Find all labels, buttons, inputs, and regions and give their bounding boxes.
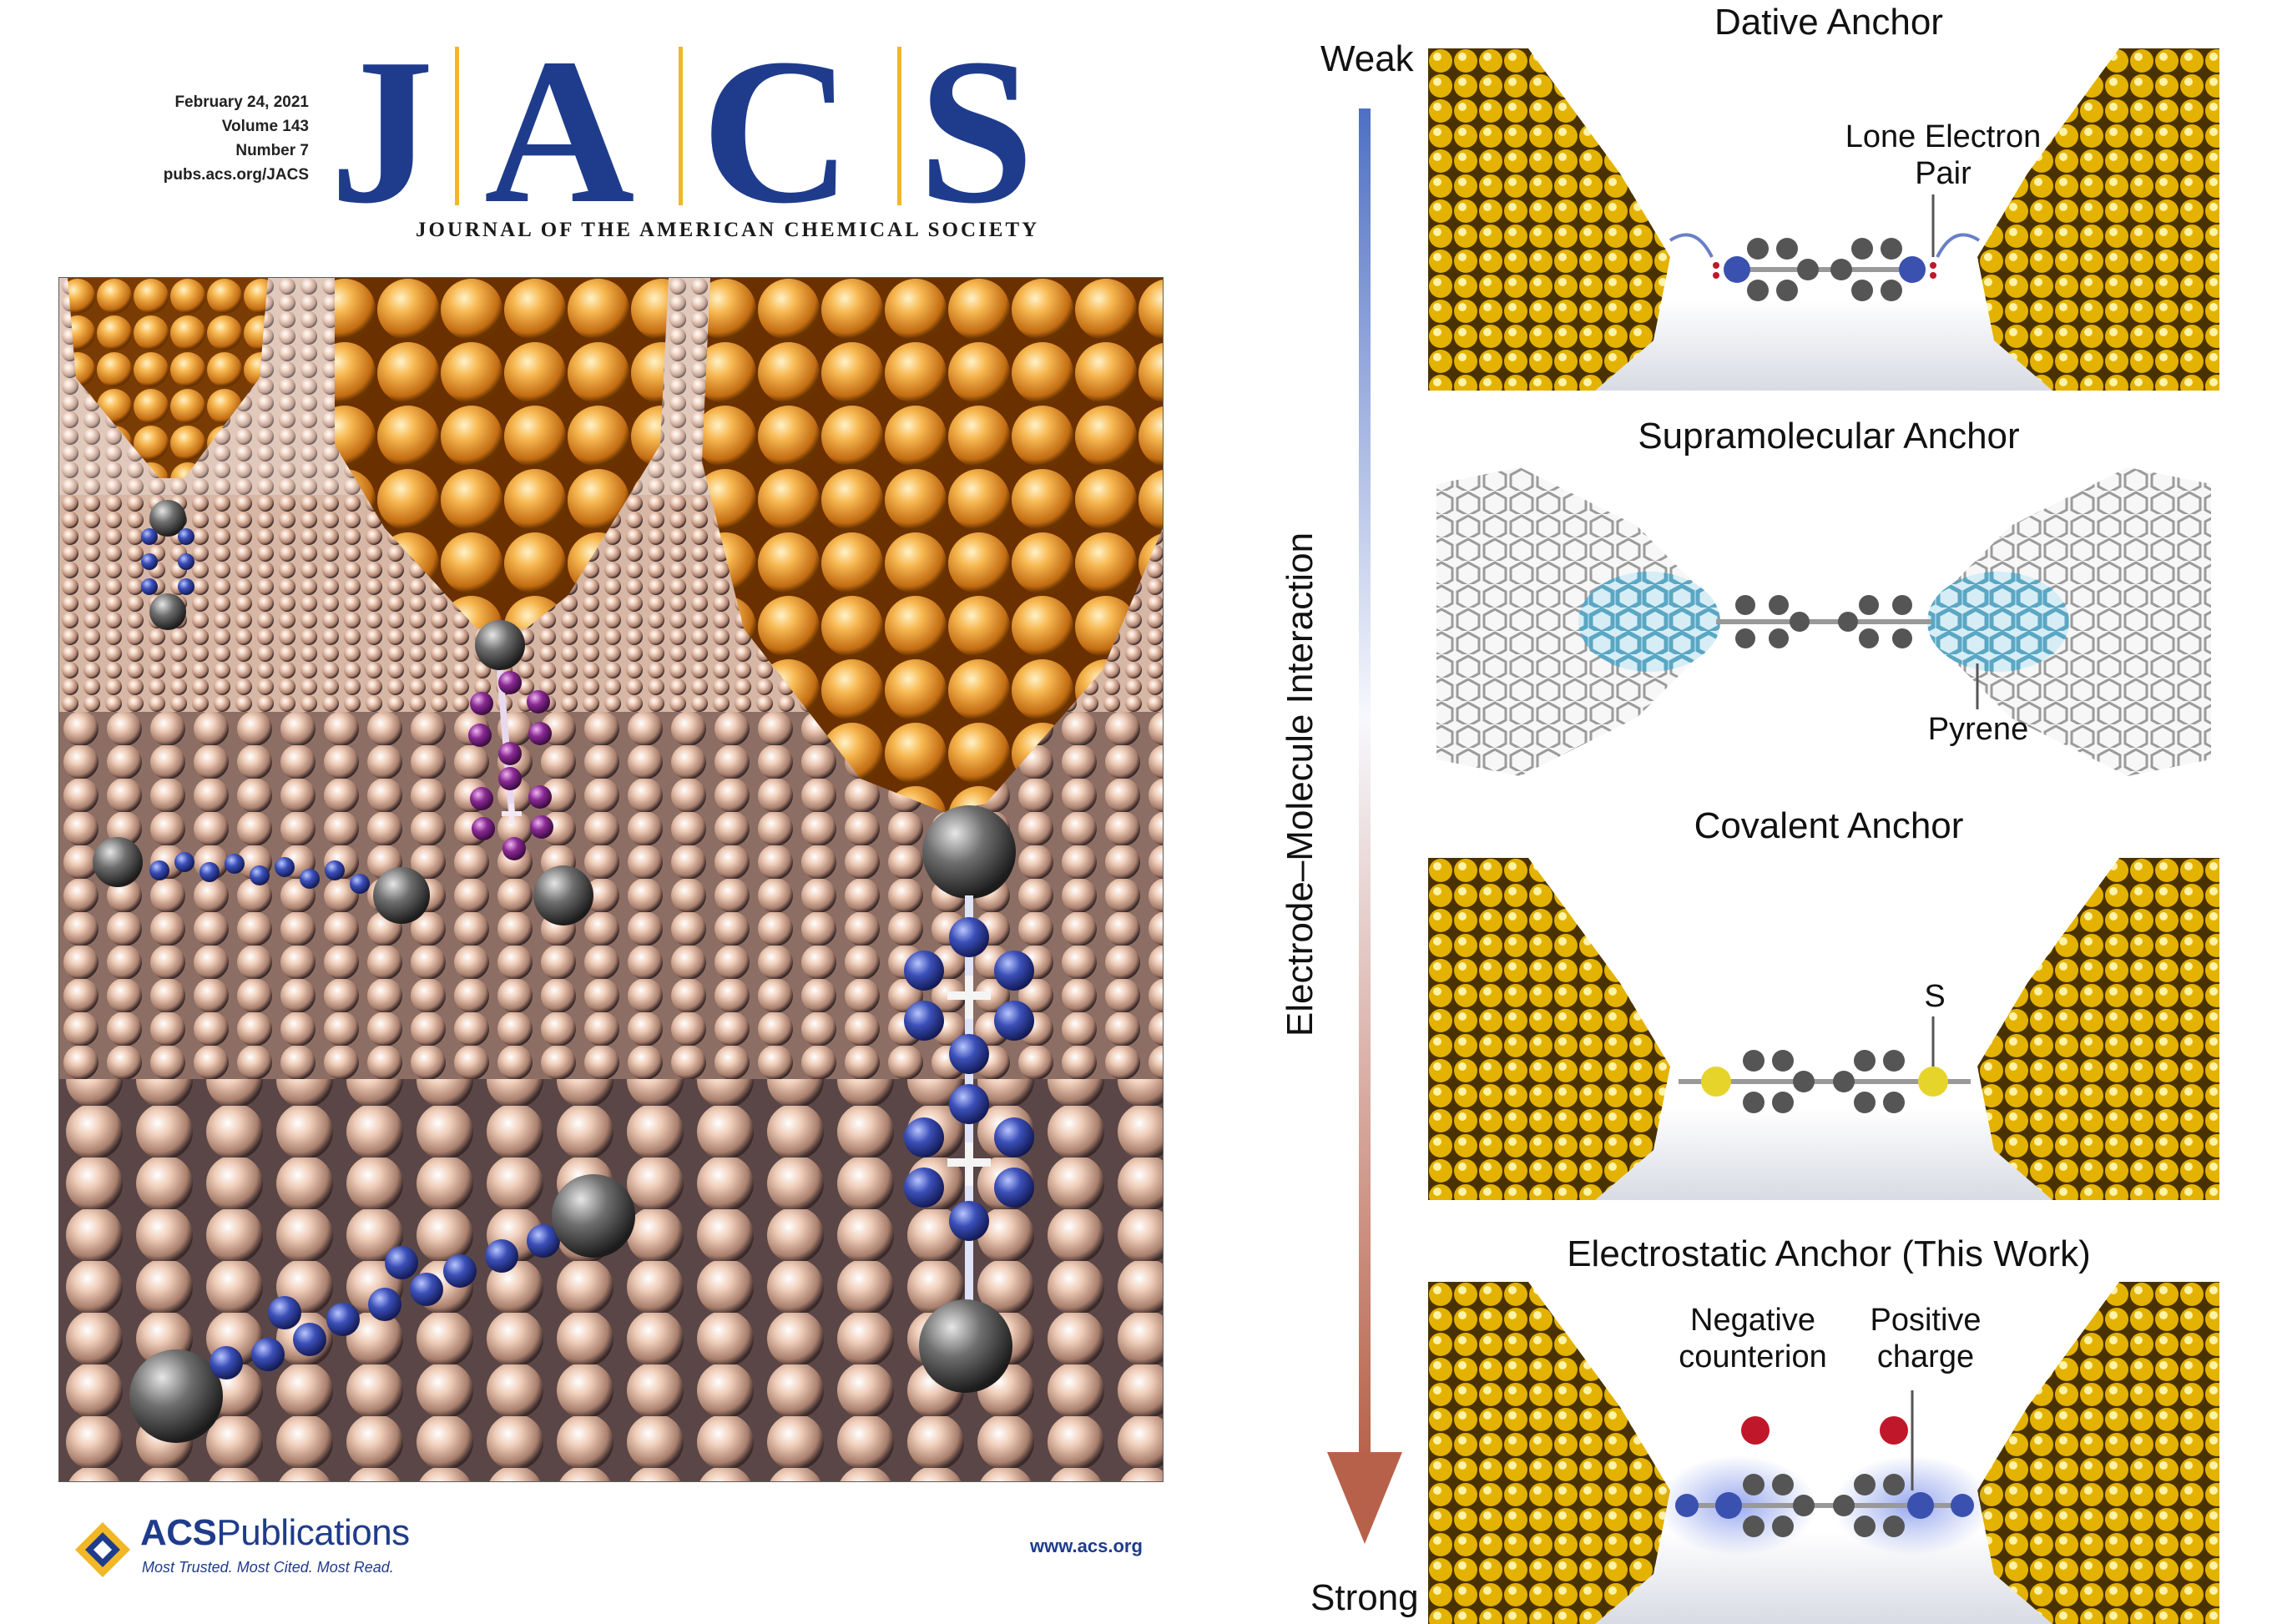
- axis-bottom-label: Strong: [1310, 1577, 1419, 1618]
- panel-dative: [1428, 48, 2219, 391]
- masthead-letter-s: S: [918, 16, 1035, 247]
- panel-title-dative: Dative Anchor: [1714, 2, 1943, 43]
- panel-title-supramolecular: Supramolecular Anchor: [1638, 416, 2020, 456]
- issue-date: February 24, 2021: [174, 93, 309, 111]
- cover-illustration: [59, 278, 1163, 1481]
- linker-molecule: [1716, 595, 1931, 648]
- covalent-junction-illustration: [1428, 858, 2219, 1200]
- counterion-right: [1880, 1416, 1908, 1445]
- masthead-divider: [897, 47, 901, 205]
- masthead-letter-c: C: [701, 16, 852, 247]
- panel-supramolecular: [1428, 467, 2219, 776]
- molecule-lying-front: [129, 1174, 635, 1443]
- publisher-website: www.acs.org: [1030, 1536, 1143, 1556]
- cover-artwork: [58, 277, 1164, 1482]
- axis-top-label: Weak: [1320, 38, 1414, 79]
- interaction-strength-arrow: [1327, 108, 1402, 1544]
- pyridinium-molecule: [1675, 1474, 1974, 1537]
- dative-junction-illustration: [1428, 48, 2219, 391]
- panel-covalent: [1428, 858, 2219, 1200]
- axis-label: Electrode–Molecule Interaction: [1280, 532, 1320, 1037]
- issue-number: Number 7: [235, 142, 309, 159]
- journal-cover: February 24, 2021 Volume 143 Number 7 pu…: [58, 27, 1164, 1577]
- masthead-divider: [455, 47, 459, 205]
- callout-pyrene: Pyrene: [1927, 712, 2029, 747]
- issue-volume: Volume 143: [221, 118, 309, 135]
- callout-negative-counterion: Negative counterion: [1679, 1303, 1827, 1374]
- issue-url: pubs.acs.org/JACS: [163, 166, 309, 184]
- molecule-vertical-front: [904, 805, 1034, 1393]
- molecule-far-left: [141, 500, 194, 630]
- journal-name: JOURNAL OF THE AMERICAN CHEMICAL SOCIETY: [416, 219, 1040, 241]
- publisher-name: ACSPublications: [140, 1512, 410, 1553]
- callout-sulfur: S: [1924, 979, 1946, 1014]
- counterion-left: [1741, 1416, 1770, 1445]
- bipyridine-molecule: [1669, 233, 1981, 301]
- masthead-letter-a: A: [484, 16, 635, 247]
- acs-logo-icon: [75, 1522, 130, 1577]
- panel-title-covalent: Covalent Anchor: [1694, 805, 1964, 846]
- panel-title-electrostatic: Electrostatic Anchor (This Work): [1567, 1233, 2091, 1274]
- dithiol-molecule: [1679, 1050, 1971, 1113]
- issue-info: February 24, 2021 Volume 143 Number 7 pu…: [100, 90, 309, 187]
- publisher-tagline: Most Trusted. Most Cited. Most Read.: [142, 1559, 394, 1576]
- masthead: J A C S: [321, 28, 1056, 236]
- callout-positive-charge: Positive charge: [1870, 1303, 1982, 1374]
- callout-lone-electron-pair: Lone Electron Pair: [1845, 119, 2042, 191]
- molecule-purple: [468, 620, 593, 925]
- molecule-lying-mid: [93, 837, 430, 924]
- supramolecular-junction-illustration: [1436, 467, 2211, 776]
- masthead-divider: [679, 47, 683, 205]
- masthead-letter-j: J: [330, 16, 434, 247]
